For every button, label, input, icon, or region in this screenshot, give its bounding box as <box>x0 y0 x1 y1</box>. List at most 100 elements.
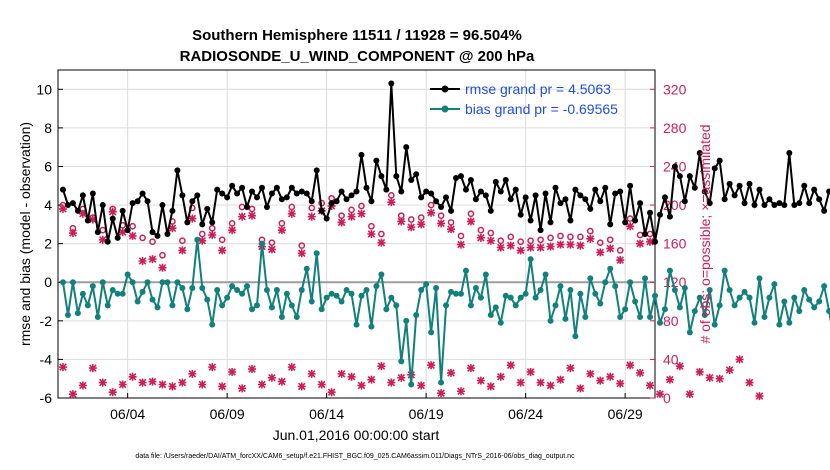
bias-point <box>179 285 186 292</box>
bias-point <box>607 265 614 272</box>
obs-possible-marker <box>427 201 435 209</box>
rmse-point <box>453 175 459 182</box>
rmse-point <box>328 200 335 207</box>
rmse-point <box>428 190 435 197</box>
legend-bias-marker <box>441 105 449 113</box>
obs-assimilated-stroke <box>138 257 147 266</box>
obs-possible-marker <box>517 238 525 246</box>
obs-assimilated-marker <box>387 378 396 387</box>
obs-assimilated-stroke <box>347 212 356 221</box>
obs-assimilated-marker <box>128 372 137 381</box>
obs-assimilated-marker <box>118 380 127 389</box>
obs-assimilated-marker <box>218 246 227 255</box>
bias-line <box>62 239 830 385</box>
bias-point <box>527 256 534 263</box>
obs-assimilated-stroke <box>407 223 416 232</box>
obs-assimilated-marker <box>238 384 247 393</box>
obs-assimilated-stroke <box>526 243 535 252</box>
obs-assimilated-stroke <box>68 229 77 238</box>
rmse-point <box>796 200 803 207</box>
obs-possible-marker <box>208 224 216 232</box>
obs-possible-marker <box>467 210 475 218</box>
y2-tick-label: 160 <box>663 236 687 252</box>
obs-assimilated-marker <box>447 225 456 234</box>
bias-point <box>502 292 509 299</box>
rmse-point <box>119 207 126 214</box>
y-axis-label: rmse and bias (model - observation) <box>17 122 33 346</box>
obs-possible-marker <box>417 214 425 221</box>
rmse-point <box>751 202 758 209</box>
obs-assimilated-marker <box>437 389 446 398</box>
obs-assimilated-marker <box>496 243 505 252</box>
obs-assimilated-stroke <box>546 242 555 251</box>
rmse-point <box>527 217 534 224</box>
rmse-point <box>443 194 450 201</box>
plot-frame <box>57 69 656 399</box>
obs-assimilated-stroke <box>586 369 595 378</box>
rmse-point <box>383 186 390 193</box>
rmse-point <box>726 180 733 187</box>
rmse-point <box>129 200 136 207</box>
obs-assimilated-stroke <box>536 378 545 387</box>
obs-assimilated-marker <box>307 369 316 378</box>
rmse-point <box>283 194 290 201</box>
obs-assimilated-marker <box>208 363 217 372</box>
bias-point <box>477 294 484 301</box>
bias-point <box>716 302 723 309</box>
obs-possible-marker <box>557 232 564 240</box>
rmse-point <box>169 207 176 214</box>
obs-possible-marker <box>368 222 375 230</box>
obs-assimilated-marker <box>228 226 237 235</box>
bias-point <box>169 302 176 309</box>
bias-point <box>676 304 683 311</box>
rmse-point <box>656 211 663 218</box>
obs-assimilated-stroke <box>267 373 276 382</box>
legend-bias-label: bias grand pr = -0.69565 <box>465 101 618 117</box>
obs-assimilated-marker <box>646 381 655 390</box>
bias-point <box>656 319 663 326</box>
obs-possible-marker <box>457 232 465 240</box>
rmse-point <box>84 217 91 224</box>
bias-point <box>487 312 494 319</box>
obs-assimilated-stroke <box>188 369 197 378</box>
obs-possible-marker <box>218 236 226 244</box>
obs-assimilated-marker <box>178 378 187 387</box>
obs-assimilated-marker <box>158 263 167 272</box>
bias-point <box>428 329 435 336</box>
y2-axis-label: # of obs: o=possible; ×=assimilated <box>697 124 713 343</box>
obs-assimilated-marker <box>267 245 276 254</box>
rmse-point <box>234 190 241 197</box>
bias-point <box>189 285 196 292</box>
obs-assimilated-stroke <box>506 241 515 250</box>
rmse-point <box>99 202 106 209</box>
rmse-point <box>811 186 818 193</box>
obs-assimilated-stroke <box>218 382 227 391</box>
rmse-point <box>388 80 395 87</box>
obs-possible-marker <box>288 203 296 211</box>
obs-assimilated-marker <box>596 376 605 385</box>
bias-point <box>457 290 464 297</box>
bias-point <box>328 290 335 297</box>
obs-assimilated-stroke <box>307 369 316 378</box>
bias-point <box>204 296 211 303</box>
rmse-point <box>189 198 196 205</box>
bias-point <box>59 279 66 286</box>
obs-assimilated-stroke <box>98 235 107 244</box>
obs-assimilated-marker <box>626 361 635 370</box>
obs-assimilated-marker <box>88 215 97 224</box>
rmse-point <box>298 188 305 195</box>
obs-assimilated-stroke <box>596 248 605 257</box>
bias-point <box>816 298 823 305</box>
rmse-point <box>224 194 231 201</box>
obs-assimilated-marker <box>466 217 475 226</box>
obs-assimilated-stroke <box>576 241 585 250</box>
y-tick-label: 8 <box>44 120 52 136</box>
obs-assimilated-marker <box>735 355 744 364</box>
obs-assimilated-stroke <box>745 378 754 387</box>
obs-possible-marker <box>437 212 445 220</box>
obs-possible-marker <box>99 226 107 234</box>
bias-point <box>801 286 808 293</box>
obs-possible-marker <box>477 226 485 234</box>
obs-possible-marker <box>298 242 306 249</box>
rmse-point <box>69 200 76 207</box>
